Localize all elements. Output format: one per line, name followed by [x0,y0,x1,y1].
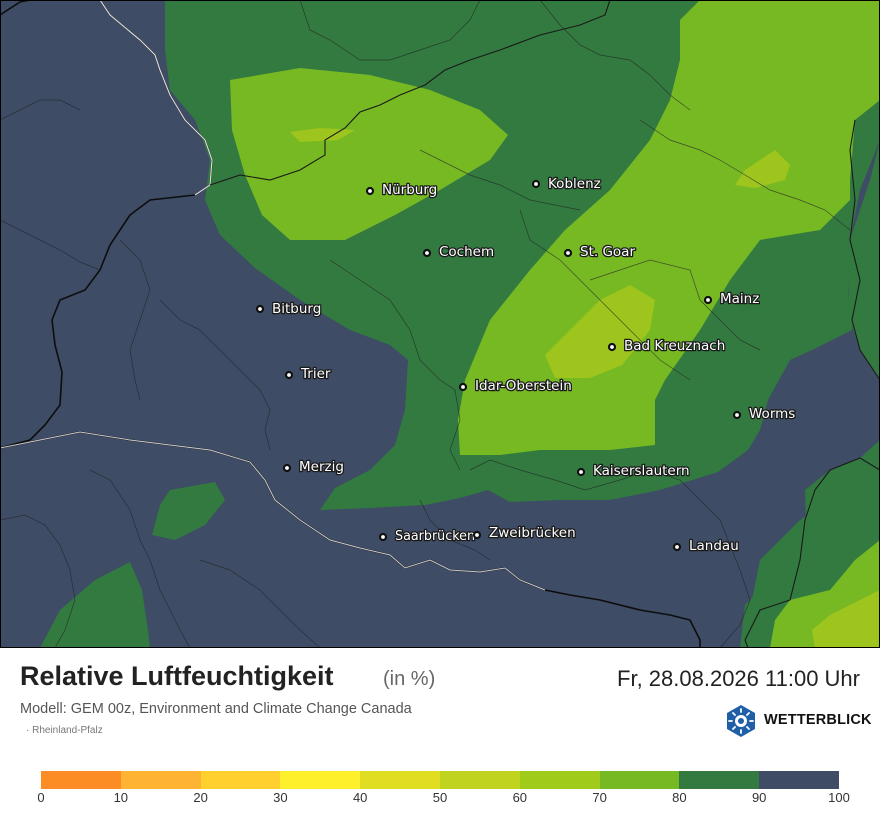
city-label-bitburg: Bitburg [272,301,321,317]
city-dot-kaiserslautern [576,467,586,477]
legend-swatch [759,771,839,789]
humidity-zone-80-90-patch-southwest [40,562,150,648]
city-markers: Nürburg Koblenz Cochem St. Goar Bitburg … [255,175,797,555]
map-unit: (in %) [383,668,436,690]
humidity-zone-60-70-center [545,285,655,378]
border-luxembourg-germany [99,0,213,196]
city-dot-nuerburg [365,186,375,196]
city-dot-idar-oberstein [458,382,468,392]
city-label-idar-oberstein: Idar-Oberstein [475,378,572,394]
legend-tick-label: 60 [512,790,528,805]
legend-tick-label: 90 [751,790,767,805]
legend-tick-label: 40 [352,790,368,805]
city-dot-saarbruecken [378,532,388,542]
legend-tick-label: 80 [672,790,687,805]
city-label-worms: Worms [749,406,795,422]
district-borders [89,0,851,648]
map-footer: Relative Luftfeuchtigkeit (in %) Fr, 28.… [0,648,880,830]
legend-tick-label: 20 [193,790,208,805]
legend-tick-label: 30 [273,790,288,805]
legend-swatch [599,771,680,789]
legend-tick-label: 100 [828,790,850,805]
city-label-trier: Trier [300,366,331,382]
legend-swatch [519,771,600,789]
city-label-zweibruecken: Zweibrücken [489,525,576,541]
city-label-mainz: Mainz [720,291,759,307]
city-dot-trier [284,370,294,380]
legend-ticks: 0 10 20 30 40 50 60 70 80 90 100 [37,790,849,810]
brand-logo[interactable]: WETTERBLICK [724,704,872,738]
city-label-kaiserslautern: Kaiserslautern [593,463,690,479]
forecast-datetime: Fr, 28.08.2026 11:00 Uhr [617,666,860,691]
humidity-zone-80-90-patch-west [152,482,225,540]
city-dot-cochem [422,248,432,258]
boundary-lines [0,0,880,648]
city-label-koblenz: Koblenz [548,176,601,192]
legend-tick-label: 50 [432,790,448,805]
city-dot-landau [672,542,682,552]
humidity-zone-60-70-se [812,590,880,648]
region-name: Rheinland-Pfalz [32,725,103,736]
city-label-merzig: Merzig [299,459,344,475]
humidity-map-svg: Nürburg Koblenz Cochem St. Goar Bitburg … [0,0,880,648]
city-dot-bitburg [255,304,265,314]
district-borders-west [0,99,101,648]
humidity-zone-60-70-ne [735,150,790,188]
legend-swatch [120,771,201,789]
weather-map: Nürburg Koblenz Cochem St. Goar Bitburg … [0,0,880,648]
legend-swatch [280,771,361,789]
legend-swatch [41,771,121,789]
border-france-saarland-inner [0,431,546,591]
legend-swatch [679,771,760,789]
city-dot-bad-kreuznach [607,342,617,352]
map-title: Relative Luftfeuchtigkeit [20,661,334,691]
legend-swatch [360,771,440,789]
legend-swatch [439,771,520,789]
city-label-bad-kreuznach: Bad Kreuznach [624,338,725,354]
state-border-rlp [209,0,880,648]
wetterblick-logo-icon [727,705,755,737]
city-dot-mainz [703,295,713,305]
city-dot-worms [732,410,742,420]
city-dot-zweibruecken [472,530,482,540]
city-dot-merzig [282,463,292,473]
city-label-landau: Landau [689,538,739,554]
color-legend [41,771,839,789]
city-label-cochem: Cochem [439,244,494,260]
city-dot-st-goar [563,248,573,258]
region-label: · Rheinland-Pfalz [26,725,103,736]
city-label-nuerburg: Nürburg [382,182,437,198]
legend-tick-label: 0 [37,790,45,805]
city-label-saarbruecken: Saarbrücken [395,528,475,544]
legend-swatch [200,771,281,789]
city-label-st-goar: St. Goar [580,244,635,260]
model-info: Modell: GEM 00z, Environment and Climate… [20,701,412,717]
city-dot-koblenz [531,179,541,189]
brand-name: WETTERBLICK [764,712,872,728]
humidity-zone-70-80-north [230,68,508,240]
legend-tick-label: 10 [113,790,129,805]
legend-tick-label: 70 [592,790,607,805]
